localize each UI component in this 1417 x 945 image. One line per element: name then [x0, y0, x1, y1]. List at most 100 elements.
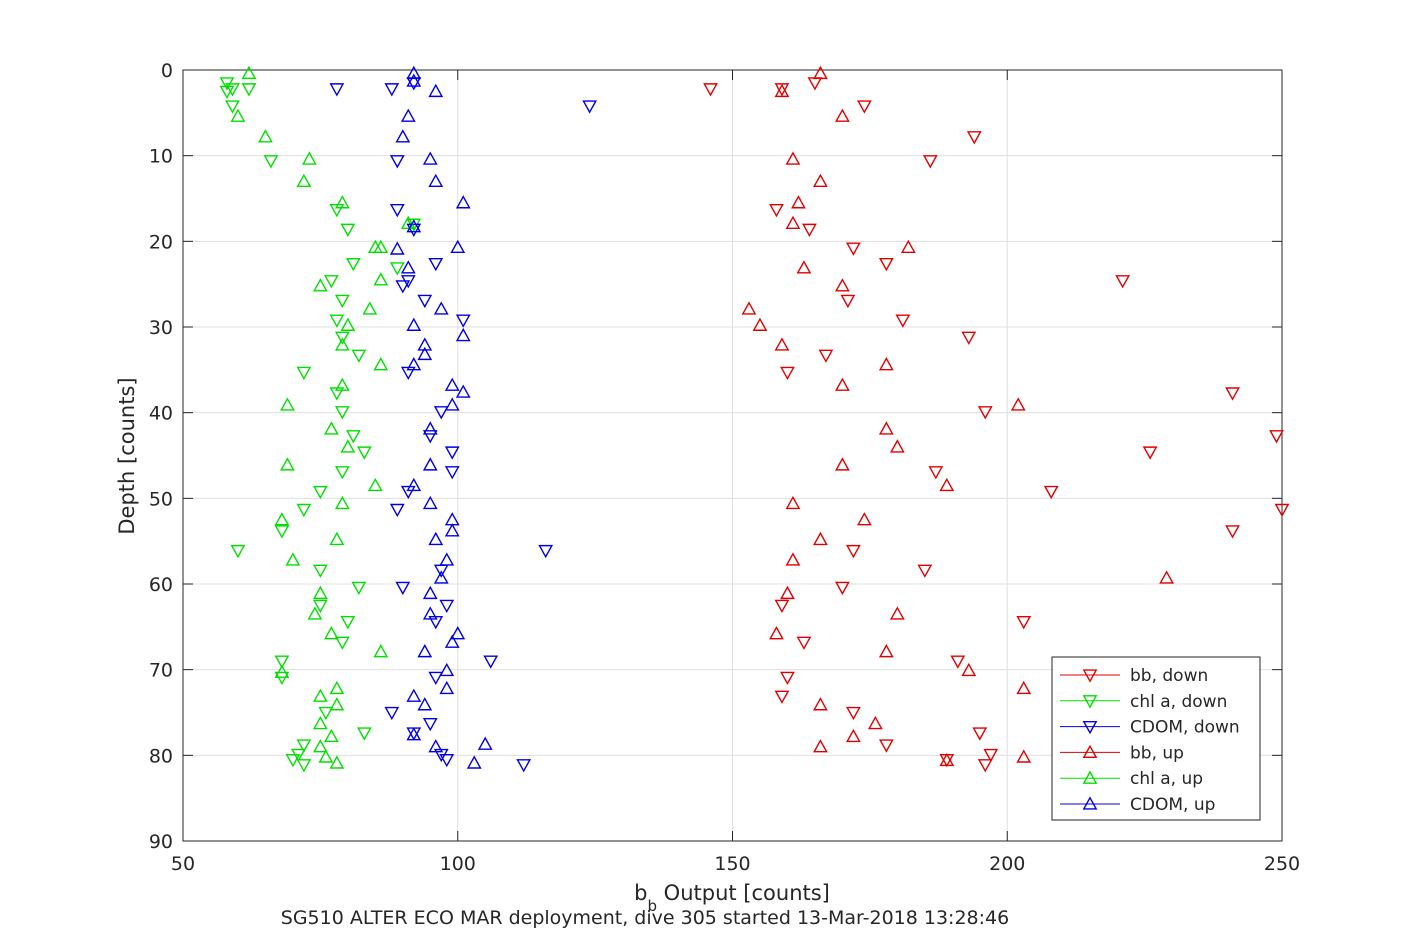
data-point — [329, 83, 345, 97]
figure-caption: SG510 ALTER ECO MAR deployment, dive 305… — [281, 907, 1009, 929]
data-point — [878, 739, 894, 753]
data-point — [373, 357, 389, 371]
data-point — [285, 753, 301, 768]
data-point — [774, 599, 790, 614]
data-point — [1010, 397, 1026, 411]
data-point — [961, 662, 977, 677]
data-point — [400, 485, 416, 500]
data-point — [225, 100, 240, 114]
data-point — [225, 83, 240, 97]
data-point — [774, 337, 790, 351]
data-point — [329, 203, 345, 218]
data-point — [230, 108, 246, 122]
legend-label: bb, up — [1130, 743, 1184, 763]
legend-label: bb, down — [1130, 666, 1208, 686]
data-point — [400, 215, 416, 230]
data-point — [323, 421, 339, 435]
data-point — [417, 337, 433, 351]
data-point — [389, 262, 405, 276]
legend-marker — [1082, 720, 1098, 735]
data-point — [340, 439, 356, 453]
data-point — [439, 680, 455, 695]
y-tick-label: 50 — [149, 488, 173, 510]
data-point — [389, 203, 405, 218]
data-point — [329, 314, 345, 328]
data-point — [384, 706, 400, 721]
data-point — [400, 260, 416, 274]
data-point — [389, 241, 405, 255]
data-point — [1225, 525, 1240, 539]
data-point — [312, 599, 328, 614]
y-tick-label: 0 — [161, 60, 173, 82]
data-point — [840, 294, 856, 309]
data-point — [538, 544, 554, 559]
data-point — [444, 466, 460, 480]
data-point — [296, 759, 312, 773]
y-tick-label: 20 — [149, 231, 173, 253]
data-point — [406, 223, 422, 237]
data-point — [406, 65, 422, 80]
data-point — [274, 671, 290, 686]
x-axis-title: bb Output [counts] — [634, 881, 830, 915]
data-point — [439, 599, 455, 614]
data-point — [280, 397, 295, 411]
data-point — [340, 616, 356, 630]
data-point — [274, 655, 290, 669]
data-point — [972, 727, 988, 741]
data-point — [312, 739, 328, 753]
data-point — [774, 83, 790, 98]
data-point — [389, 503, 405, 518]
legend: bb, down chl a, down CDOM, down bb, up chl a… — [1051, 656, 1261, 821]
data-point — [813, 531, 828, 546]
data-point — [334, 636, 350, 650]
data-point — [516, 759, 532, 773]
data-point — [312, 585, 328, 600]
data-point — [422, 585, 438, 600]
series-5 — [389, 65, 493, 769]
data-point — [422, 457, 438, 471]
data-point — [334, 294, 350, 309]
data-point — [351, 349, 367, 363]
data-point — [356, 727, 372, 741]
data-point — [1159, 570, 1174, 584]
data-point — [307, 606, 323, 620]
data-point — [428, 173, 444, 188]
data-point — [340, 317, 356, 331]
data-point — [582, 100, 598, 114]
data-point — [835, 108, 850, 122]
data-point — [835, 377, 850, 391]
legend-label: CDOM, down — [1130, 718, 1240, 738]
data-point — [856, 512, 872, 526]
data-point — [856, 100, 872, 114]
data-point — [444, 523, 460, 537]
data-point — [274, 525, 290, 539]
data-point — [1115, 275, 1131, 289]
data-point — [483, 655, 499, 669]
legend-label: chl a, up — [1130, 769, 1203, 789]
data-point — [455, 314, 471, 328]
data-point — [241, 65, 257, 80]
data-point — [406, 688, 422, 702]
data-point — [323, 275, 339, 289]
data-point — [889, 439, 905, 453]
y-tick-label: 80 — [149, 745, 173, 767]
data-point — [846, 544, 861, 559]
data-point — [296, 366, 312, 381]
data-point — [406, 219, 422, 233]
data-point — [433, 406, 449, 420]
series-0 — [703, 77, 1290, 773]
data-point — [846, 728, 861, 743]
data-point — [395, 280, 411, 294]
data-point — [846, 242, 861, 256]
data-point — [466, 755, 482, 769]
data-point — [961, 331, 977, 345]
data-point — [900, 239, 916, 253]
data-point — [835, 457, 850, 471]
data-point — [813, 697, 828, 711]
data-point — [741, 301, 757, 315]
y-tick-label: 10 — [149, 146, 173, 168]
data-point — [450, 626, 466, 640]
data-point — [406, 317, 422, 331]
data-point — [450, 239, 466, 253]
